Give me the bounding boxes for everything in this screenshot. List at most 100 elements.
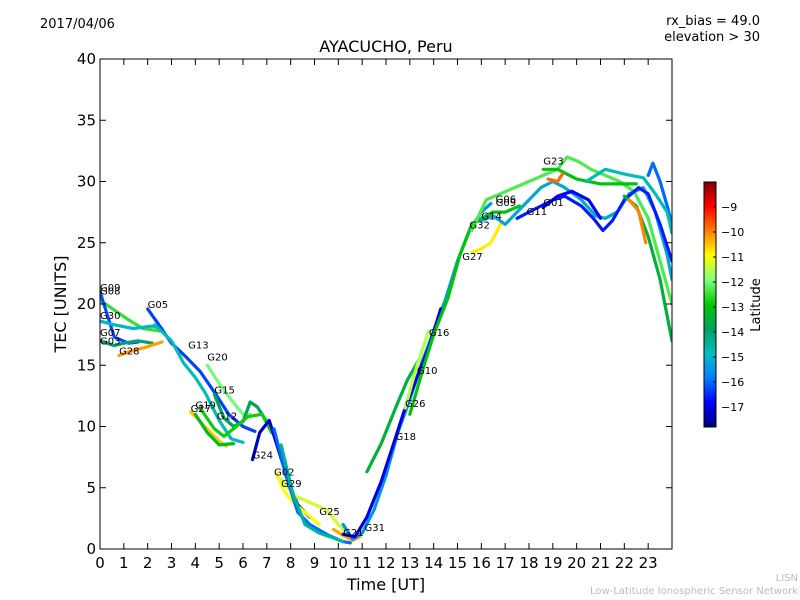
- x-tick-label: 23: [639, 554, 658, 572]
- satellite-label-g26: G26: [405, 399, 425, 410]
- satellite-label-g19: G19: [195, 400, 215, 411]
- satellite-label-g24: G24: [253, 451, 273, 462]
- y-tick-label: 20: [77, 295, 96, 313]
- satellite-label-g05: G05: [148, 300, 168, 311]
- satellite-label-g02: G02: [274, 468, 294, 479]
- y-tick-label: 5: [86, 479, 96, 497]
- tec-series-29: [546, 172, 565, 184]
- satellite-label-g18: G18: [396, 432, 416, 443]
- satellite-label-g29: G29: [281, 479, 301, 490]
- satellite-label-g23: G23: [543, 157, 563, 168]
- tec-series-26: [515, 186, 672, 263]
- colorbar-tick-label: −14: [721, 326, 744, 339]
- x-tick-label: 1: [119, 554, 129, 572]
- tec-series-22: [408, 204, 522, 416]
- tec-series-10: [193, 412, 236, 447]
- chart-title: AYACUCHO, Peru: [319, 37, 452, 56]
- colorbar-tick-label: −12: [721, 276, 744, 289]
- satellite-label-g20: G20: [207, 353, 227, 364]
- tec-series-0: [100, 298, 162, 333]
- x-tick-label: 10: [329, 554, 348, 572]
- y-tick-label: 15: [77, 356, 96, 374]
- satellite-label-g32: G32: [469, 220, 489, 231]
- x-tick-label: 9: [310, 554, 320, 572]
- satellite-label-g11: G11: [527, 207, 547, 218]
- x-tick-label: 14: [424, 554, 443, 572]
- credit-short: LISN: [775, 573, 798, 584]
- y-tick-label: 30: [77, 173, 96, 191]
- tec-series-23: [470, 222, 502, 255]
- satellite-label-g31: G31: [365, 523, 385, 534]
- satellite-label-g15: G15: [214, 386, 234, 397]
- tec-series-20: [365, 357, 421, 474]
- colorbar: −9 −10 −11 −12 −13 −14 −15 −16 −17 Latitude: [703, 181, 764, 428]
- satellite-label-g13: G13: [188, 340, 208, 351]
- satellite-label-g25: G25: [319, 507, 339, 518]
- tec-series-19: [341, 307, 443, 539]
- x-tick-label: 17: [496, 554, 515, 572]
- x-tick-label: 8: [286, 554, 296, 572]
- y-tick-label: 10: [77, 418, 96, 436]
- colorbar-tick-label: −9: [721, 201, 737, 214]
- x-tick-label: 4: [191, 554, 201, 572]
- satellite-label-g09: G09: [100, 283, 120, 294]
- receiver-info: rx_bias = 49.0 elevation > 30: [664, 14, 760, 46]
- elevation-label: elevation > 30: [664, 30, 760, 45]
- x-tick-label: 20: [567, 554, 586, 572]
- tec-series-16: [279, 443, 345, 544]
- satellite-label-g10: G10: [417, 366, 437, 377]
- tec-series-11: [198, 406, 274, 438]
- x-tick-label: 22: [615, 554, 634, 572]
- x-tick-label: 21: [591, 554, 610, 572]
- satellite-label-g01: G01: [543, 198, 563, 209]
- satellite-label-g30: G30: [100, 311, 120, 322]
- satellite-label-g08: G08: [100, 286, 120, 297]
- satellite-label-g03: G03: [100, 337, 120, 348]
- credit: LISN Low-Latitude Ionospheric Sensor Net…: [590, 572, 798, 598]
- satellite-label-g27: G27: [191, 404, 211, 415]
- tec-series-27: [541, 189, 603, 220]
- tec-series-24: [470, 155, 672, 306]
- colorbar-gradient: [703, 181, 717, 428]
- x-tick-label: 7: [262, 554, 272, 572]
- satellite-label-g28: G28: [119, 346, 139, 357]
- satellite-label-g16: G16: [429, 328, 449, 339]
- x-tick-label: 16: [472, 554, 491, 572]
- x-tick-label: 2: [143, 554, 153, 572]
- y-axis-label: TEC [UNITS]: [51, 256, 70, 354]
- satellite-label-g06: G06: [496, 195, 516, 206]
- x-tick-label: 13: [400, 554, 419, 572]
- x-tick-label: 18: [519, 554, 538, 572]
- date-label: 2017/04/06: [40, 17, 115, 32]
- tec-series-4: [117, 340, 164, 357]
- x-tick-label: 5: [214, 554, 224, 572]
- x-tick-label: 12: [376, 554, 395, 572]
- colorbar-label: Latitude: [749, 278, 764, 332]
- y-tick-label: 25: [77, 234, 96, 252]
- colorbar-tick-label: −17: [721, 401, 744, 414]
- x-tick-label: 11: [353, 554, 372, 572]
- colorbar-tick-label: −15: [721, 351, 744, 364]
- satellite-label-g21: G21: [343, 528, 363, 539]
- rx-bias-label: rx_bias = 49.0: [666, 14, 760, 29]
- satellite-label-g09: G09: [496, 198, 516, 209]
- satellite-label-g07: G07: [100, 328, 120, 339]
- tec-series-33: [627, 198, 648, 245]
- satellite-label-g27: G27: [462, 252, 482, 263]
- x-axis-label: Time [UT]: [346, 575, 425, 594]
- x-tick-label: 15: [448, 554, 467, 572]
- colorbar-tick-label: −11: [721, 251, 744, 264]
- tec-series-31: [584, 167, 672, 235]
- x-tick-label: 3: [167, 554, 177, 572]
- colorbar-tick-label: −10: [721, 226, 744, 239]
- x-tick-label: 19: [543, 554, 562, 572]
- x-tick-label: 6: [238, 554, 248, 572]
- colorbar-tick-label: −13: [721, 301, 744, 314]
- satellite-label-g14: G14: [481, 212, 501, 223]
- y-tick-label: 40: [77, 50, 96, 68]
- y-tick-label: 0: [86, 540, 96, 558]
- satellite-label-g12: G12: [217, 411, 237, 422]
- colorbar-tick-label: −16: [721, 376, 744, 389]
- tec-series-21: [403, 329, 431, 410]
